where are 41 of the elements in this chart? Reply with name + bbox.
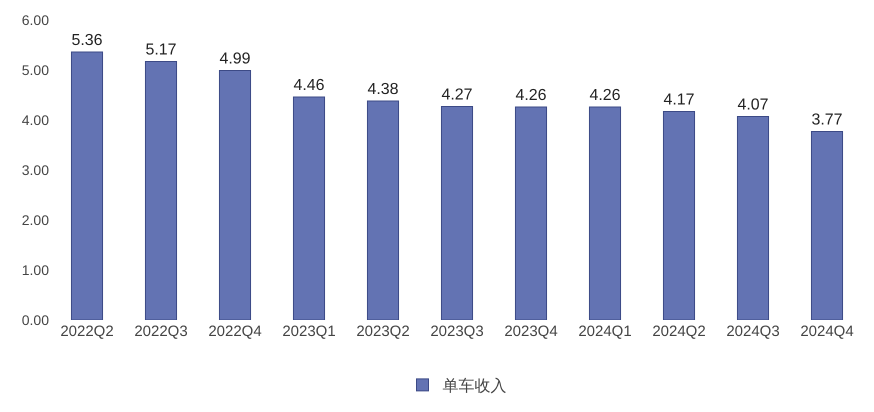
data-label: 4.17 xyxy=(663,92,695,109)
data-label: 4.26 xyxy=(515,87,547,104)
x-tick-label: 2023Q1 xyxy=(282,323,336,340)
x-tick-label: 2024Q1 xyxy=(578,323,632,340)
bar xyxy=(514,106,548,320)
data-label: 4.46 xyxy=(293,77,325,94)
data-label: 5.36 xyxy=(71,32,103,50)
data-label: 5.17 xyxy=(145,42,177,59)
data-label: 4.07 xyxy=(737,96,769,114)
y-tick-label: 0.00 xyxy=(22,312,50,328)
x-tick-label: 2024Q2 xyxy=(652,323,706,340)
x-tick-label: 2024Q4 xyxy=(800,323,854,340)
y-tick-label: 3.00 xyxy=(22,162,50,178)
legend-label: 单车收入 xyxy=(442,377,506,396)
data-label: 4.99 xyxy=(219,50,251,68)
y-tick-label: 1.00 xyxy=(22,262,50,278)
bar xyxy=(810,131,844,320)
bar xyxy=(70,52,104,320)
x-tick-label: 2022Q3 xyxy=(134,323,188,340)
bar xyxy=(366,100,400,320)
data-label: 4.27 xyxy=(441,86,473,104)
bar xyxy=(144,61,178,320)
x-tick-label: 2023Q2 xyxy=(356,323,410,340)
data-label: 3.77 xyxy=(811,112,843,129)
bar xyxy=(292,96,326,320)
x-tick-label: 2022Q4 xyxy=(208,323,262,340)
bar xyxy=(736,116,770,320)
x-tick-label: 2023Q3 xyxy=(430,323,484,340)
bar xyxy=(588,106,622,320)
bar xyxy=(218,70,252,320)
x-tick-label: 2023Q4 xyxy=(504,323,558,340)
y-tick-label: 6.00 xyxy=(22,12,50,28)
x-tick-label: 2022Q2 xyxy=(60,323,114,340)
y-tick-label: 2.00 xyxy=(22,212,50,228)
y-tick-label: 4.00 xyxy=(22,112,50,128)
y-tick-label: 5.00 xyxy=(22,62,50,78)
data-label: 4.26 xyxy=(589,87,621,104)
x-tick-label: 2024Q3 xyxy=(726,323,780,340)
data-label: 4.38 xyxy=(367,81,399,98)
bar xyxy=(440,106,474,320)
bar xyxy=(662,111,696,320)
